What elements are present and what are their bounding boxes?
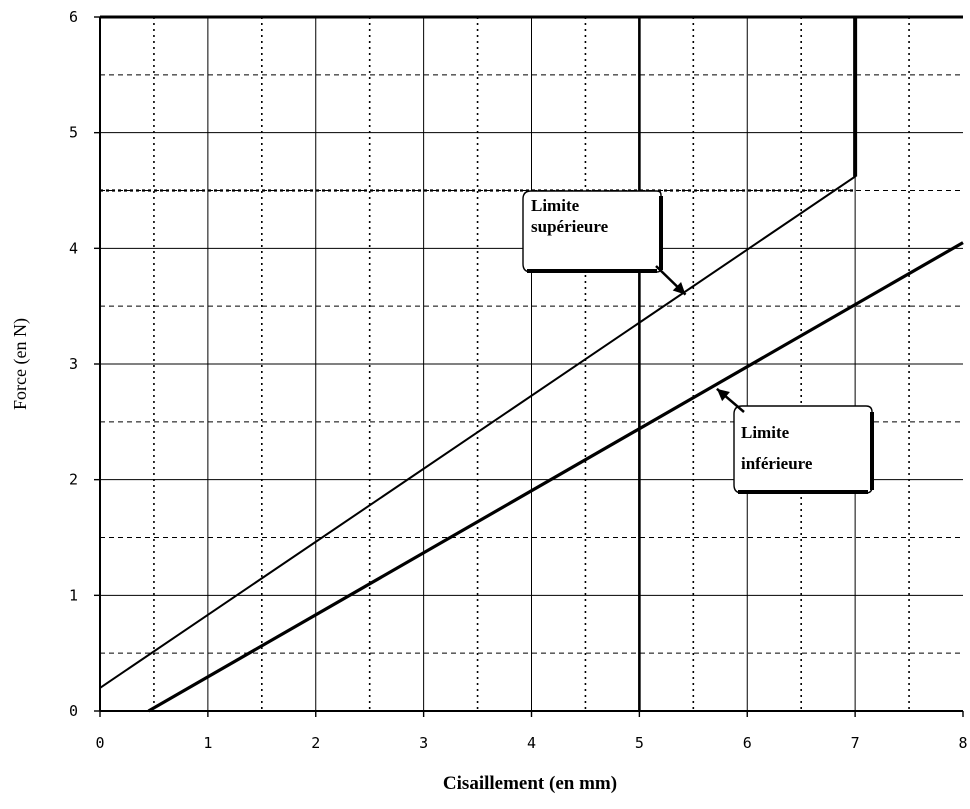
x-axis-title: Cisaillement (en mm) (443, 773, 617, 794)
series-lower-limit-line (147, 241, 964, 713)
callout-lower-arrow (716, 387, 745, 413)
callout-lower-text-2: inférieure (741, 454, 813, 473)
callout-upper-limit: Limite supérieure (522, 190, 663, 273)
y-tick-labels: 0 1 2 3 4 5 6 (69, 8, 78, 720)
arrow-head (672, 281, 686, 295)
axes (94, 15, 964, 717)
x-tick-label: 1 (203, 734, 212, 752)
y-tick-label: 1 (69, 586, 78, 604)
callout-upper-text-1: Limite (531, 196, 580, 215)
x-tick-label: 6 (743, 734, 752, 752)
y-tick-label: 0 (69, 702, 78, 720)
callout-upper-text-2: supérieure (531, 217, 609, 236)
y-tick-label: 4 (69, 239, 78, 257)
x-tick-label: 3 (419, 734, 428, 752)
x-tick-labels: 0 1 2 3 4 5 6 7 8 (95, 734, 967, 752)
y-tick-label: 3 (69, 355, 78, 373)
series-layer (99, 17, 964, 713)
y-tick-label: 5 (69, 124, 78, 142)
callout-lower-limit: Limite inférieure (733, 405, 874, 494)
x-tick-label: 7 (851, 734, 860, 752)
reference-lines (100, 17, 856, 711)
major-grid (100, 17, 963, 711)
x-tick-label: 8 (958, 734, 967, 752)
x-tick-label: 5 (635, 734, 644, 752)
y-tick-label: 2 (69, 471, 78, 489)
y-axis-title: Force (en N) (10, 318, 31, 410)
x-tick-label: 0 (95, 734, 104, 752)
callout-upper-arrow (655, 265, 687, 296)
callout-lower-text-1: Limite (741, 423, 790, 442)
x-tick-label: 4 (527, 734, 536, 752)
x-tick-label: 2 (311, 734, 320, 752)
arrow-head (716, 388, 730, 402)
y-tick-label: 6 (69, 8, 78, 26)
